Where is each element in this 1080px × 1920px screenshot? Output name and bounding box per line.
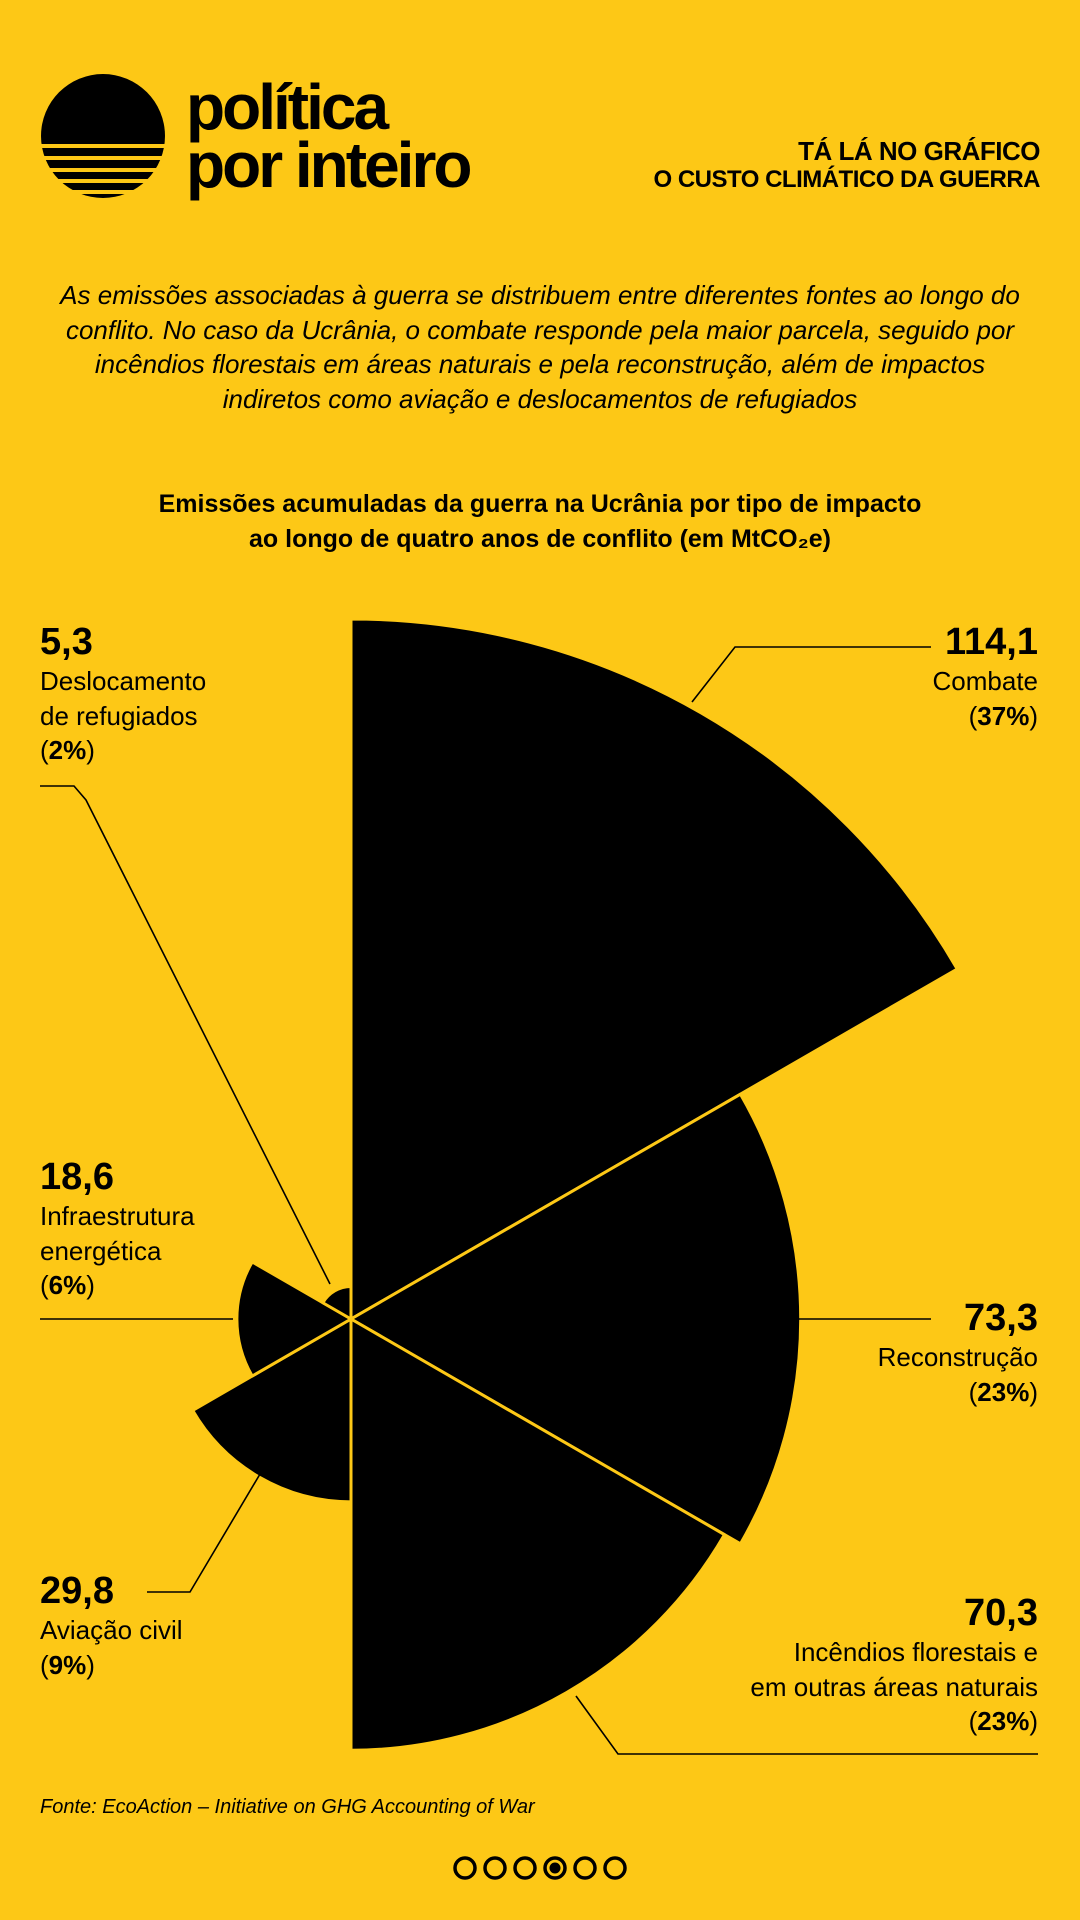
- sector-combate: [349, 617, 959, 1321]
- category-label: Reconstrução: [877, 1342, 1038, 1372]
- chart-title-line1: Emissões acumuladas da guerra na Ucrânia…: [158, 490, 922, 518]
- leader-combate: [691, 646, 931, 703]
- category-label: Incêndios florestais e: [793, 1637, 1038, 1667]
- label-reconstrucao: 73,3 Reconstrução (23%): [877, 1297, 1038, 1407]
- chart-title: Emissões acumuladas da guerra na Ucrânia…: [40, 487, 1040, 557]
- sector-incendios: [349, 1317, 727, 1752]
- label-incendios: 70,3 Incêndios florestais e em outras ár…: [750, 1592, 1038, 1736]
- category-label: de refugiados: [40, 700, 198, 731]
- category-label: Infraestrutura: [40, 1201, 195, 1231]
- series-subtitle: O CUSTO CLIMÁTICO DA GUERRA: [653, 166, 1041, 193]
- brand-wordmark: política por inteiro: [186, 71, 472, 201]
- category-label: energética: [40, 1235, 162, 1266]
- sector-deslocamento: [321, 1284, 353, 1321]
- value-label: 18,6: [40, 1156, 114, 1198]
- leader-incendios: [575, 1695, 1038, 1755]
- chart-title-line2: ao longo de quatro anos de conflito (em …: [249, 525, 831, 553]
- category-label: em outras áreas naturais: [750, 1671, 1038, 1702]
- brand-line2: por inteiro: [186, 129, 472, 201]
- value-label: 5,3: [40, 621, 93, 663]
- page-dot-2[interactable]: [483, 1856, 507, 1880]
- page-dot-3[interactable]: [513, 1856, 537, 1880]
- label-combate: 114,1 Combate (37%): [932, 621, 1039, 731]
- leader-deslocamento: [40, 785, 331, 1285]
- active-page-indicator: [549, 1862, 561, 1874]
- label-deslocamento: 5,3 Deslocamento de refugiados (2%): [40, 621, 207, 765]
- brand-line1: política: [186, 71, 389, 143]
- category-label: Combate: [932, 666, 1039, 696]
- source-note: Fonte: EcoAction – Initiative on GHG Acc…: [40, 1796, 535, 1818]
- sector-infraestrutura: [235, 1260, 353, 1378]
- pct-label: 23%: [977, 1706, 1030, 1736]
- sector-aviacao: [191, 1317, 353, 1504]
- pct-label: 2%: [48, 735, 87, 765]
- pct-label: 23%: [977, 1376, 1030, 1407]
- category-label: Aviação civil: [40, 1615, 183, 1645]
- page-dot-4[interactable]: [543, 1856, 567, 1880]
- pct-label: 37%: [977, 700, 1030, 731]
- pct-label: 9%: [48, 1649, 87, 1680]
- value-label: 73,3: [964, 1297, 1038, 1339]
- label-infraestrutura: 18,6 Infraestrutura energética (6%): [40, 1156, 195, 1300]
- page-dot-1[interactable]: [453, 1856, 477, 1880]
- value-label: 29,8: [40, 1570, 114, 1612]
- pct-label: 6%: [48, 1270, 87, 1300]
- page-dot-5[interactable]: [573, 1856, 597, 1880]
- value-label: 70,3: [964, 1592, 1038, 1634]
- label-aviacao: 29,8 Aviação civil (9%): [40, 1570, 183, 1680]
- series-title: TÁ LÁ NO GRÁFICO: [798, 136, 1040, 166]
- leader-aviacao: [147, 1468, 264, 1593]
- logo-sun-icon: [41, 74, 165, 198]
- value-label: 114,1: [945, 621, 1038, 663]
- category-label: Deslocamento: [40, 666, 207, 696]
- page-dot-6[interactable]: [603, 1856, 627, 1880]
- intro-text: As emissões associadas à guerra se distr…: [60, 280, 1020, 414]
